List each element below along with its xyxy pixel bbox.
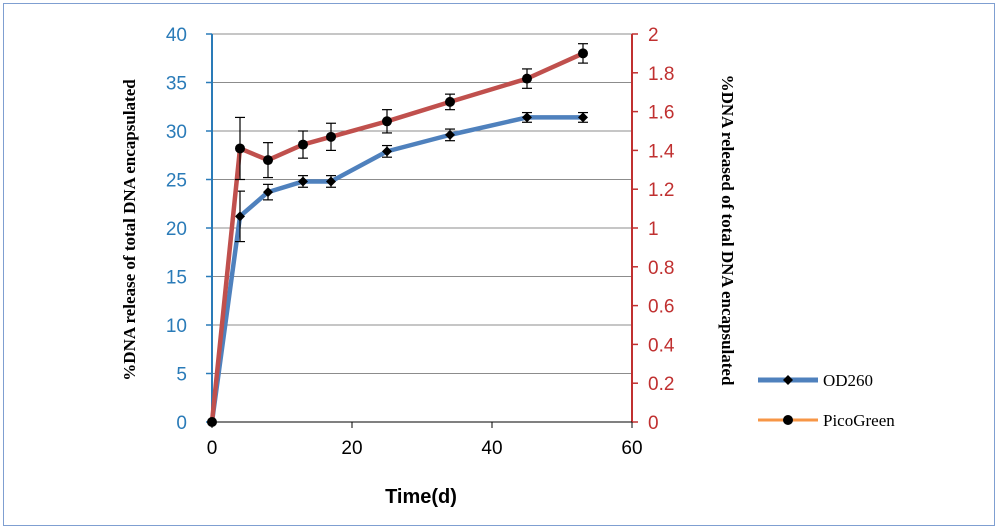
data-point — [578, 48, 588, 59]
data-point — [263, 187, 273, 198]
data-point — [445, 96, 455, 107]
y-tick-left-label: 5 — [176, 365, 187, 386]
x-tick-label: 0 — [207, 438, 218, 459]
data-point — [522, 112, 532, 123]
series-line — [209, 51, 584, 423]
y-tick-left-label: 20 — [166, 219, 187, 240]
legend-marker-picogreen — [783, 415, 793, 425]
data-point — [207, 417, 217, 427]
y-tick-right-label: 1.8 — [648, 64, 674, 85]
legend-label-od260: OD260 — [823, 371, 873, 390]
y-tick-left-label: 0 — [176, 413, 187, 434]
y-tick-right-label: 0.6 — [648, 297, 674, 318]
y-tick-left-label: 30 — [166, 122, 187, 143]
legend-item-picogreen: PicoGreen — [758, 411, 895, 430]
data-point — [298, 139, 308, 150]
legend: OD260 PicoGreen — [758, 371, 895, 430]
y-tick-right-label: 0 — [648, 413, 659, 434]
chart-frame — [3, 3, 995, 526]
y-tick-left-label: 15 — [166, 268, 187, 289]
tick-labels: 051015202530354000.20.40.60.811.21.41.61… — [166, 25, 675, 459]
axes — [206, 33, 638, 428]
x-tick-label: 20 — [341, 438, 362, 459]
data-point — [326, 176, 336, 187]
y-tick-left-label: 40 — [166, 25, 187, 46]
y-tick-right-label: 2 — [648, 25, 659, 46]
data-point — [382, 146, 392, 157]
x-tick-label: 60 — [621, 438, 642, 459]
x-axis-title: Time(d) — [385, 486, 457, 508]
y-tick-right-label: 1 — [648, 219, 659, 240]
y-axis-left-title: %DNA release of total DNA encapsulated — [120, 79, 139, 381]
y-tick-right-label: 0.2 — [648, 374, 674, 395]
gridlines — [212, 33, 632, 374]
legend-label-picogreen: PicoGreen — [823, 411, 895, 430]
y-tick-left-label: 25 — [166, 171, 187, 192]
y-tick-right-label: 1.2 — [648, 180, 674, 201]
data-point — [298, 176, 308, 187]
data-point — [235, 143, 245, 154]
legend-marker-od260 — [783, 375, 793, 385]
y-tick-left-label: 10 — [166, 316, 187, 337]
series-picogreen — [207, 43, 588, 427]
y-tick-right-label: 1.4 — [648, 141, 675, 162]
series-layer — [207, 43, 588, 427]
data-point — [263, 155, 273, 166]
y-axis-right-title: %DNA released of total DNA encapsulated — [718, 75, 737, 386]
data-point — [522, 73, 532, 84]
data-point — [382, 116, 392, 127]
data-point — [235, 211, 245, 222]
y-tick-left-label: 35 — [166, 74, 187, 95]
y-tick-right-label: 0.8 — [648, 258, 674, 279]
legend-item-od260: OD260 — [758, 371, 873, 390]
data-point — [326, 131, 336, 142]
y-tick-right-label: 0.4 — [648, 335, 675, 356]
x-tick-label: 40 — [481, 438, 502, 459]
y-tick-right-label: 1.6 — [648, 103, 674, 124]
data-point — [445, 129, 455, 140]
data-point — [578, 112, 588, 123]
